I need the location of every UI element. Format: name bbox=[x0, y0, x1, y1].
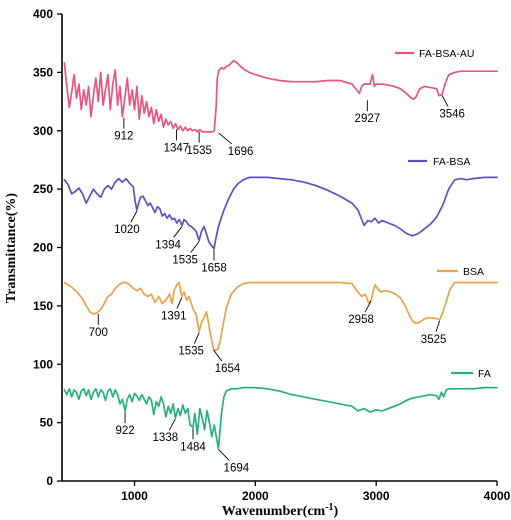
annotation-leader bbox=[435, 320, 441, 333]
annotation-leader bbox=[441, 95, 449, 107]
x-axis-title: Wavenumber(cm-1) bbox=[222, 502, 339, 519]
axes: 0 50 100 150 200 250 300 350 400 1000 2000 3000 4000 bbox=[33, 7, 511, 503]
x-tick-label: 3000 bbox=[363, 489, 390, 503]
annotation-leader bbox=[190, 241, 200, 253]
legend-label-2: BSA bbox=[463, 266, 484, 278]
annotation-leader bbox=[176, 297, 183, 309]
annotation-leader bbox=[364, 300, 372, 313]
plot-area bbox=[63, 59, 498, 450]
legend-label-0: FA-BSA-AU bbox=[419, 48, 474, 60]
x-tick-label: 2000 bbox=[242, 489, 269, 503]
peak-label-1535: 1535 bbox=[172, 254, 198, 266]
peak-label-700: 700 bbox=[89, 327, 108, 339]
peak-label-1391: 1391 bbox=[161, 311, 187, 323]
y-tick-label: 350 bbox=[33, 65, 53, 79]
series-line-3 bbox=[63, 386, 498, 450]
peak-label-2958: 2958 bbox=[348, 314, 374, 326]
annotation-leader bbox=[173, 226, 183, 238]
y-tick-label: 250 bbox=[33, 182, 53, 196]
annotation-leader bbox=[218, 132, 233, 145]
y-axis-title: Transmittance(%) bbox=[4, 193, 19, 303]
peak-label-1394: 1394 bbox=[155, 239, 181, 251]
peak-label-1347: 1347 bbox=[164, 142, 190, 154]
peak-label-1658: 1658 bbox=[201, 263, 227, 275]
peak-label-922: 922 bbox=[115, 425, 134, 437]
peak-label-2927: 2927 bbox=[355, 113, 381, 125]
peak-label-1020: 1020 bbox=[114, 224, 140, 236]
peak-label-1696: 1696 bbox=[228, 146, 254, 158]
y-tick-label: 400 bbox=[33, 7, 53, 21]
peak-label-3525: 3525 bbox=[421, 334, 447, 346]
peak-label-1694: 1694 bbox=[224, 462, 250, 474]
legend-label-1: FA-BSA bbox=[433, 156, 470, 168]
annotation-leader bbox=[130, 210, 138, 223]
annotation-leader bbox=[168, 418, 176, 431]
x-axis-title-superscript: -1 bbox=[325, 502, 333, 513]
y-tick-label: 150 bbox=[33, 299, 53, 313]
y-tick-label: 200 bbox=[33, 241, 53, 255]
peak-label-1484: 1484 bbox=[180, 441, 206, 453]
y-tick-label: 100 bbox=[33, 357, 53, 371]
annotation-leader bbox=[193, 332, 200, 344]
peak-label-1535: 1535 bbox=[178, 346, 204, 358]
y-tick-label: 300 bbox=[33, 124, 53, 138]
x-tick-label: 1000 bbox=[121, 489, 148, 503]
peak-label-1654: 1654 bbox=[215, 363, 241, 375]
peak-label-3546: 3546 bbox=[439, 109, 465, 121]
peak-label-1535: 1535 bbox=[186, 145, 212, 157]
series-line-0 bbox=[63, 59, 498, 133]
series-line-2 bbox=[63, 281, 498, 352]
y-tick-label: 0 bbox=[46, 474, 53, 488]
annotation-leader bbox=[218, 448, 230, 461]
annotation-leader bbox=[213, 349, 223, 362]
x-tick-label: 4000 bbox=[484, 489, 511, 503]
peak-label-1338: 1338 bbox=[153, 432, 179, 444]
legend-label-3: FA bbox=[478, 368, 491, 380]
legend: FA-BSA-AU FA-BSA BSA FA bbox=[395, 48, 491, 380]
series-line-1 bbox=[63, 176, 498, 250]
peak-label-912: 912 bbox=[114, 131, 133, 143]
y-tick-label: 50 bbox=[40, 416, 54, 430]
